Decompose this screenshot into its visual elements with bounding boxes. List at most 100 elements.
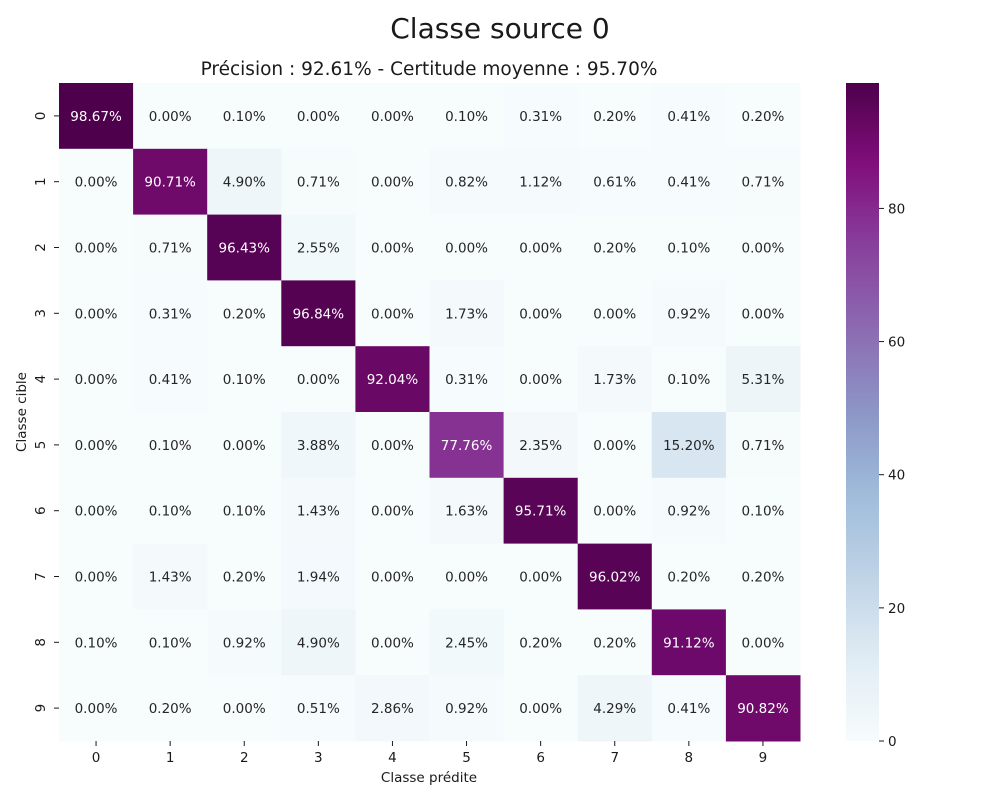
cell-value-label: 0.10% bbox=[667, 241, 710, 257]
cell-value-label: 0.00% bbox=[75, 504, 118, 520]
heatmap-cell bbox=[725, 543, 801, 610]
heatmap-cell bbox=[651, 412, 727, 479]
cell-value-label: 96.84% bbox=[293, 306, 345, 322]
heatmap-cell bbox=[503, 83, 579, 150]
cell-value-label: 0.10% bbox=[149, 504, 192, 520]
cell-value-label: 0.20% bbox=[519, 635, 562, 651]
heatmap-cell bbox=[133, 148, 208, 216]
cell-value-label: 0.41% bbox=[667, 175, 710, 191]
heatmap-cell bbox=[207, 83, 282, 150]
heatmap-cell bbox=[133, 477, 208, 545]
heatmap-cell bbox=[59, 477, 134, 545]
heatmap-cell bbox=[207, 609, 282, 676]
heatmap-cell bbox=[651, 148, 727, 216]
cell-value-label: 0.20% bbox=[223, 306, 266, 322]
y-tick-label: 7 bbox=[33, 572, 49, 581]
heatmap-cell bbox=[577, 609, 653, 676]
heatmap-cell bbox=[355, 346, 430, 413]
cell-value-label: 0.00% bbox=[75, 241, 118, 257]
heatmap-cell bbox=[503, 477, 579, 545]
heatmap-cell-labels: 98.67% 0.00% 0.10% 0.00% 0.00% 0.10% 0.31% 0.20… bbox=[70, 109, 789, 717]
y-tick-label: 9 bbox=[33, 704, 49, 713]
cell-value-label: 0.20% bbox=[593, 241, 636, 257]
heatmap-cell bbox=[133, 214, 208, 281]
heatmap-cell bbox=[503, 346, 579, 413]
cell-value-label: 0.51% bbox=[297, 701, 340, 717]
cell-value-label: 0.00% bbox=[371, 635, 414, 651]
heatmap-cell bbox=[651, 83, 727, 150]
heatmap-cell bbox=[133, 609, 208, 676]
heatmap-cell bbox=[355, 83, 430, 150]
y-axis-label: Classe cible bbox=[14, 372, 30, 452]
cell-value-label: 0.00% bbox=[593, 306, 636, 322]
cell-value-label: 0.00% bbox=[519, 701, 562, 717]
cell-value-label: 1.94% bbox=[297, 570, 340, 586]
heatmap-cell bbox=[503, 675, 579, 742]
heatmap-cell bbox=[725, 346, 801, 413]
cell-value-label: 0.10% bbox=[223, 109, 266, 125]
cell-value-label: 0.61% bbox=[593, 175, 636, 191]
heatmap-cell bbox=[133, 346, 208, 413]
cell-value-label: 0.00% bbox=[445, 570, 488, 586]
cell-value-label: 0.00% bbox=[371, 438, 414, 454]
heatmap-cell bbox=[207, 477, 282, 545]
cell-value-label: 2.45% bbox=[445, 635, 488, 651]
heatmap-cell bbox=[355, 412, 430, 479]
heatmap-cell bbox=[207, 543, 282, 610]
colorbar bbox=[846, 83, 879, 741]
cell-value-label: 0.20% bbox=[742, 109, 785, 125]
heatmap-cell bbox=[651, 214, 727, 281]
cell-value-label: 0.00% bbox=[75, 438, 118, 454]
cell-value-label: 0.00% bbox=[371, 504, 414, 520]
heatmap-cell bbox=[281, 346, 356, 413]
x-axis: 0 1 2 3 4 5 6 7 8 9 bbox=[92, 741, 767, 766]
x-tick-label: 3 bbox=[314, 750, 323, 766]
x-tick-label: 4 bbox=[388, 750, 397, 766]
cell-value-label: 91.12% bbox=[663, 635, 715, 651]
heatmap-cell bbox=[59, 346, 134, 413]
x-tick-label: 8 bbox=[685, 750, 694, 766]
cell-value-label: 0.00% bbox=[371, 570, 414, 586]
heatmap-cell bbox=[651, 280, 727, 347]
heatmap-cell bbox=[59, 412, 134, 479]
heatmap-cell bbox=[429, 609, 505, 676]
x-tick-label: 7 bbox=[610, 750, 619, 766]
heatmap-cell bbox=[429, 280, 505, 347]
cell-value-label: 0.20% bbox=[149, 701, 192, 717]
cell-value-label: 0.20% bbox=[593, 635, 636, 651]
cell-value-label: 0.10% bbox=[149, 635, 192, 651]
heatmap-cell bbox=[725, 477, 801, 545]
heatmap-cell bbox=[725, 675, 801, 742]
heatmap-cell bbox=[207, 346, 282, 413]
cell-value-label: 0.41% bbox=[149, 372, 192, 388]
cell-value-label: 3.88% bbox=[297, 438, 340, 454]
cell-value-label: 1.73% bbox=[445, 306, 488, 322]
cell-value-label: 0.31% bbox=[149, 306, 192, 322]
cell-value-label: 2.55% bbox=[297, 241, 340, 257]
heatmap-cell bbox=[133, 675, 208, 742]
cell-value-label: 0.00% bbox=[75, 175, 118, 191]
heatmap-cell bbox=[59, 280, 134, 347]
cell-value-label: 4.29% bbox=[593, 701, 636, 717]
cell-value-label: 77.76% bbox=[441, 438, 493, 454]
x-tick-label: 2 bbox=[240, 750, 249, 766]
cell-value-label: 2.86% bbox=[371, 701, 414, 717]
cell-value-label: 1.63% bbox=[445, 504, 488, 520]
heatmap-cell bbox=[355, 477, 430, 545]
heatmap-cell bbox=[503, 543, 579, 610]
heatmap-cell bbox=[577, 543, 653, 610]
cell-value-label: 0.41% bbox=[667, 109, 710, 125]
cell-value-label: 0.31% bbox=[445, 372, 488, 388]
cell-value-label: 0.71% bbox=[297, 175, 340, 191]
cell-value-label: 0.92% bbox=[667, 504, 710, 520]
heatmap-cell bbox=[355, 675, 430, 742]
cell-value-label: 0.82% bbox=[445, 175, 488, 191]
cell-value-label: 0.00% bbox=[371, 109, 414, 125]
cell-value-label: 15.20% bbox=[663, 438, 715, 454]
heatmap-cell bbox=[59, 609, 134, 676]
y-tick-label: 6 bbox=[33, 506, 49, 515]
cell-value-label: 1.12% bbox=[519, 175, 562, 191]
heatmap-cell bbox=[577, 346, 653, 413]
cell-value-label: 95.71% bbox=[515, 504, 567, 520]
